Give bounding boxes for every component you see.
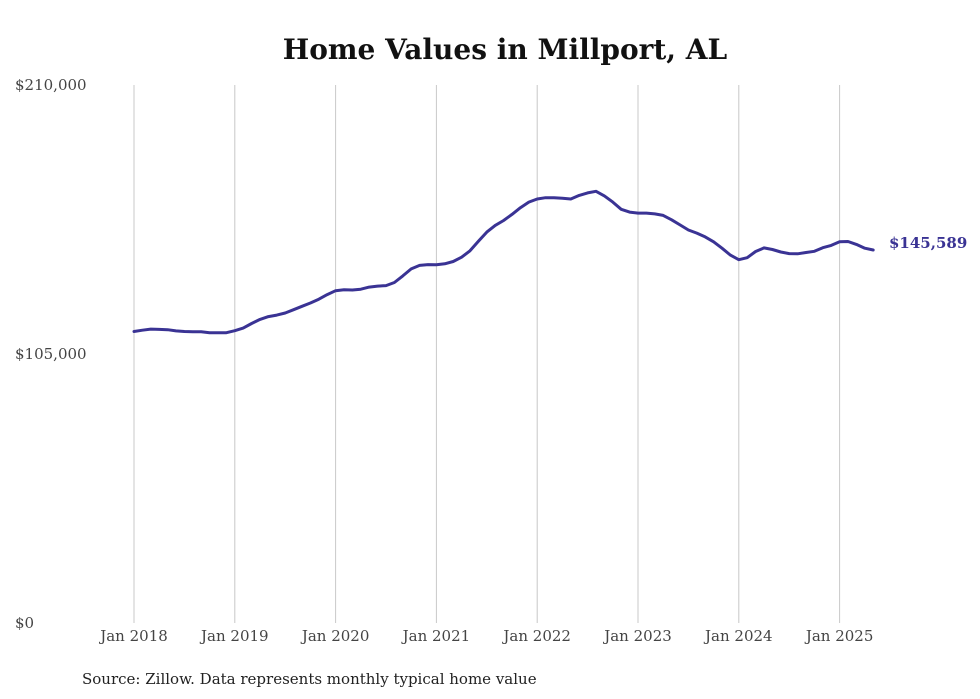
source-note: Source: Zillow. Data represents monthly … <box>82 670 537 688</box>
x-tick-label: Jan 2023 <box>602 627 672 645</box>
home-value-line <box>132 189 875 335</box>
x-axis: Jan 2018 Jan 2019 Jan 2020 Jan 2021 Jan 2022… <box>98 627 873 645</box>
x-tick-label: Jan 2018 <box>98 627 168 645</box>
x-tick-label: Jan 2019 <box>199 627 269 645</box>
x-tick-label: Jan 2021 <box>401 627 471 645</box>
chart-title: Home Values in Millport, AL <box>283 33 728 66</box>
x-tick-label: Jan 2020 <box>300 627 370 645</box>
y-tick-label: $105,000 <box>15 345 87 363</box>
y-tick-label: $0 <box>15 614 34 632</box>
grid-layer <box>133 85 841 623</box>
latest-value-label: $145,589 <box>889 234 967 252</box>
x-tick-label: Jan 2024 <box>703 627 773 645</box>
x-tick-label: Jan 2022 <box>501 627 571 645</box>
x-tick-label: Jan 2025 <box>804 627 874 645</box>
y-axis: $0 $105,000 $210,000 <box>15 76 87 632</box>
y-tick-label: $210,000 <box>15 76 87 94</box>
